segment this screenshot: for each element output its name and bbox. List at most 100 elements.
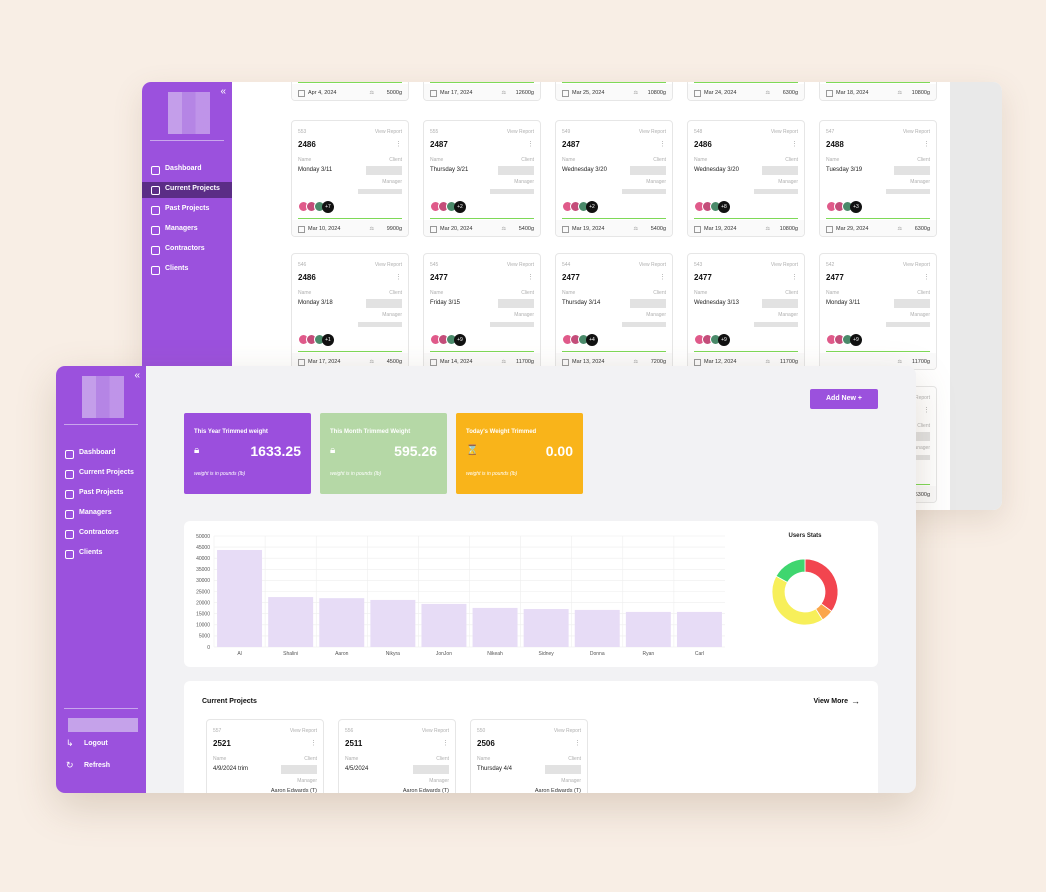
kebab: ⋮ bbox=[923, 274, 930, 281]
nav-item[interactable]: Current Projects bbox=[79, 469, 134, 476]
manager-placeholder bbox=[490, 322, 534, 327]
section-title: Current Projects bbox=[202, 698, 257, 705]
progress-line bbox=[430, 82, 534, 83]
logout[interactable]: Logout bbox=[84, 740, 108, 747]
view-report[interactable]: View Report bbox=[902, 395, 930, 401]
nav-item[interactable]: Past Projects bbox=[165, 205, 210, 212]
y-tick-label: 10000 bbox=[196, 623, 210, 629]
view-report[interactable]: View Report bbox=[770, 262, 798, 268]
name-label: Name bbox=[430, 290, 444, 296]
view-report[interactable]: View Report bbox=[553, 728, 581, 734]
footer-band bbox=[820, 220, 936, 236]
nav-item[interactable]: Past Projects bbox=[79, 489, 124, 496]
nav-item[interactable]: Current Projects bbox=[165, 185, 220, 192]
nav-item[interactable]: Managers bbox=[79, 509, 112, 516]
card-id: 548 bbox=[694, 129, 703, 135]
projects-panel: Current Projects View More → 557 View Report… bbox=[184, 681, 878, 793]
card-id: 545 bbox=[430, 262, 439, 268]
stat-title: This Month Trimmed Weight bbox=[330, 429, 411, 435]
client-placeholder bbox=[762, 166, 798, 175]
nav-item[interactable]: Contractors bbox=[165, 245, 205, 252]
progress-line bbox=[826, 351, 930, 352]
name-label: Name bbox=[562, 290, 576, 296]
x-tick-label: JonJon bbox=[436, 651, 452, 657]
card-number: 2488 bbox=[826, 140, 844, 149]
view-report[interactable]: View Report bbox=[902, 129, 930, 135]
y-tick-label: 40000 bbox=[196, 556, 210, 562]
card-number: 2487 bbox=[562, 140, 580, 149]
footer-band bbox=[688, 353, 804, 369]
progress-line bbox=[298, 351, 402, 352]
name-label: Name bbox=[826, 157, 840, 163]
nav-icon bbox=[65, 470, 74, 479]
nav-icon bbox=[65, 530, 74, 539]
card-name: Thursday 4/4 bbox=[477, 766, 513, 772]
nav-item[interactable]: Dashboard bbox=[79, 449, 116, 456]
nav-icon bbox=[151, 246, 160, 255]
manager-placeholder bbox=[358, 189, 402, 194]
manager-label: Manager bbox=[910, 179, 930, 185]
card-weight: 6300g bbox=[914, 492, 930, 498]
name-label: Name bbox=[213, 756, 227, 762]
view-report[interactable]: View Report bbox=[638, 129, 666, 135]
refresh[interactable]: Refresh bbox=[84, 762, 111, 769]
avatar-more: +9 bbox=[454, 334, 466, 346]
view-report[interactable]: View Report bbox=[289, 728, 317, 734]
stat-value: 0.00 bbox=[545, 443, 573, 459]
project-card: 556 View Report 2511 ⋮ Name Client 4/5/2024 Man… bbox=[338, 719, 456, 793]
manager-placeholder bbox=[622, 189, 666, 194]
nav-item[interactable]: Managers bbox=[165, 225, 198, 232]
y-tick-label: 0 bbox=[207, 645, 210, 651]
bar bbox=[421, 603, 467, 647]
stat-card: Today's Weight Trimmed ⌛ 0.00 weight is in … bbox=[456, 413, 583, 494]
nav-item[interactable]: Clients bbox=[79, 549, 103, 556]
x-tick-label: Al bbox=[237, 651, 241, 657]
nav-item[interactable]: Contractors bbox=[79, 529, 119, 536]
manager-label: Manager bbox=[910, 445, 930, 451]
view-report[interactable]: View Report bbox=[638, 262, 666, 268]
x-tick-label: Aaron bbox=[335, 651, 349, 657]
project-card: 549 View Report 2487 ⋮ Name Client Wednesday 3… bbox=[555, 120, 673, 237]
card-name: Thursday 3/21 bbox=[430, 167, 469, 173]
collapse-icon[interactable]: « bbox=[220, 86, 226, 97]
card-name: Tuesday 3/19 bbox=[826, 167, 863, 173]
manager-name: Aaron Edwards (T) bbox=[534, 788, 581, 793]
view-report[interactable]: View Report bbox=[770, 129, 798, 135]
card-date: Mar 19, 2024 bbox=[704, 226, 737, 232]
weight-icon: ⚖ bbox=[501, 359, 506, 365]
view-more[interactable]: View More bbox=[813, 698, 849, 705]
nav-item[interactable]: Clients bbox=[165, 265, 189, 272]
manager-placeholder bbox=[754, 322, 798, 327]
weight-icon: ⚖ bbox=[765, 359, 770, 365]
card-weight: 10800g bbox=[779, 226, 798, 232]
card-id: 542 bbox=[826, 262, 835, 268]
client-label: Client bbox=[436, 756, 449, 762]
view-report[interactable]: View Report bbox=[374, 262, 402, 268]
weight-icon: ⚖ bbox=[501, 90, 506, 96]
project-card: 545 View Report 2477 ⋮ Name Client Friday 3/15… bbox=[423, 253, 541, 370]
stat-title: This Year Trimmed weight bbox=[194, 429, 268, 435]
project-card: 550 View Report 2506 ⋮ Name Client Thursday 4/… bbox=[470, 719, 588, 793]
add-new-button[interactable]: Add New + bbox=[810, 389, 878, 409]
chart-panel: 0 5000 10000 15000 20000 25000 30000 35000 40000… bbox=[184, 521, 878, 667]
view-report[interactable]: View Report bbox=[374, 129, 402, 135]
view-report[interactable]: View Report bbox=[421, 728, 449, 734]
name-label: Name bbox=[298, 290, 312, 296]
project-card: View Report⋮NameClientManagerMar 18, 202… bbox=[819, 82, 937, 101]
view-report[interactable]: View Report bbox=[506, 129, 534, 135]
collapse-icon[interactable]: « bbox=[134, 370, 140, 381]
nav-item[interactable]: Dashboard bbox=[165, 165, 202, 172]
y-tick-label: 20000 bbox=[196, 600, 210, 606]
kebab: ⋮ bbox=[659, 274, 666, 281]
view-report[interactable]: View Report bbox=[902, 262, 930, 268]
kebab: ⋮ bbox=[923, 141, 930, 148]
card-number: 2486 bbox=[298, 273, 316, 282]
kebab: ⋮ bbox=[791, 141, 798, 148]
y-tick-label: 45000 bbox=[196, 545, 210, 551]
view-report[interactable]: View Report bbox=[506, 262, 534, 268]
kebab: ⋮ bbox=[791, 274, 798, 281]
client-placeholder bbox=[762, 299, 798, 308]
client-label: Client bbox=[785, 157, 798, 163]
weight-icon: ⚖ bbox=[633, 359, 638, 365]
manager-placeholder bbox=[358, 322, 402, 327]
